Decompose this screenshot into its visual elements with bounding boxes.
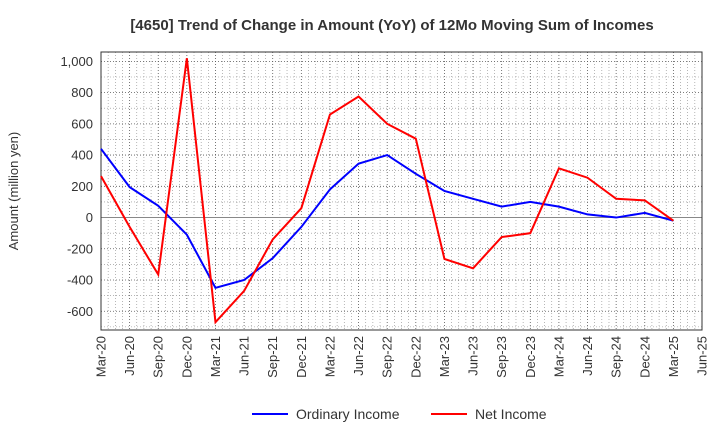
x-tick-label: Sep-24 [609,336,624,378]
legend: Ordinary Income Net Income [252,406,547,422]
x-tick-label: Sep-23 [494,336,509,378]
y-tick-label: -200 [67,241,93,256]
x-tick-label: Dec-20 [179,336,194,378]
y-axis-label: Amount (million yen) [6,132,21,251]
legend-label-ordinary-income: Ordinary Income [296,406,400,422]
x-tick-label: Jun-24 [580,336,595,376]
x-tick-label: Mar-20 [94,336,109,377]
y-tick-label: -600 [67,304,93,319]
x-tick-label: Jun-22 [351,336,366,376]
x-tick-label: Dec-21 [294,336,309,378]
x-tick-label: Dec-22 [408,336,423,378]
x-tick-label: Dec-23 [523,336,538,378]
x-tick-label: Jun-25 [695,336,710,376]
y-tick-label: 400 [71,148,93,163]
x-tick-label: Jun-23 [466,336,481,376]
y-tick-label: 1,000 [60,54,93,69]
y-tick-label: 0 [86,210,93,225]
x-tick-label: Mar-24 [551,336,566,377]
plot-border [100,51,703,331]
x-tick-label: Sep-21 [265,336,280,378]
x-tick-label: Mar-21 [208,336,223,377]
series-line-net-income [100,58,674,325]
x-tick-label: Mar-25 [666,336,681,377]
x-tick-label: Jun-21 [237,336,252,376]
y-tick-label: 800 [71,85,93,100]
x-tick-label: Mar-23 [437,336,452,377]
y-tick-label: -400 [67,273,93,288]
legend-label-net-income: Net Income [475,406,547,422]
y-tick-label: 600 [71,116,93,131]
series-line-ordinary-income [100,148,674,290]
x-tick-label: Sep-20 [151,336,166,378]
x-tick-label: Jun-20 [122,336,137,376]
plot-area: -600 -400 -200 0 200 400 600 800 1,000 Mar-20 Jun-… [60,51,710,378]
x-tick-label: Dec-24 [637,336,652,378]
chart-title: [4650] Trend of Change in Amount (YoY) o… [130,17,653,34]
x-tick-label: Mar-22 [322,336,337,377]
x-tick-label: Sep-22 [380,336,395,378]
y-tick-label: 200 [71,179,93,194]
